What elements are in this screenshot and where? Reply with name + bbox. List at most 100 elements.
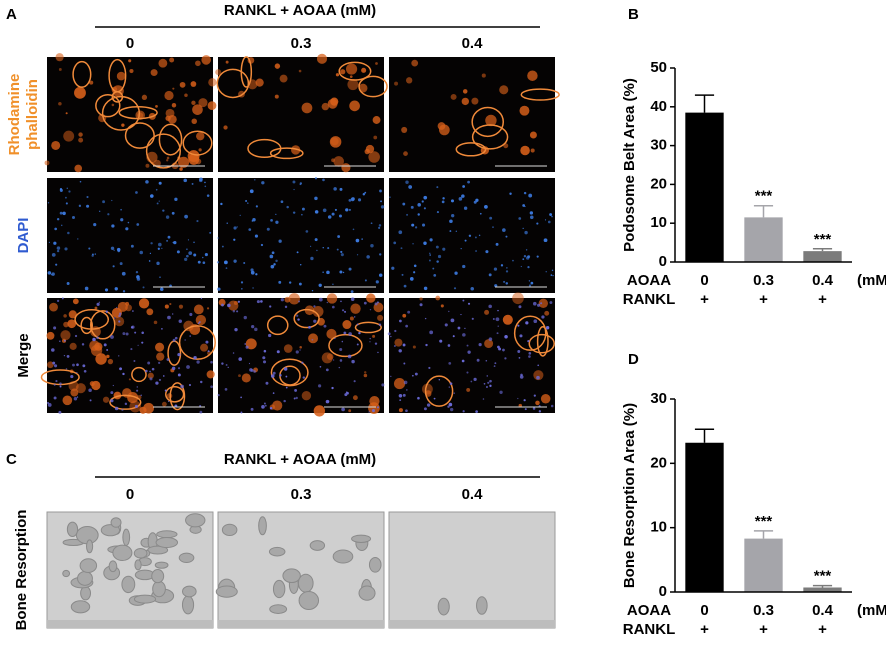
nucleus (410, 205, 414, 209)
actin-spot (529, 131, 537, 139)
nucleus (199, 404, 202, 407)
nucleus (345, 391, 348, 394)
nucleus (333, 187, 337, 191)
actin-ring (328, 333, 363, 358)
nucleus (243, 315, 247, 320)
resorption-pit (112, 544, 133, 562)
nucleus (118, 314, 121, 318)
nucleus (70, 374, 74, 379)
nucleus (376, 406, 379, 409)
nucleus (506, 267, 508, 269)
nucleus (502, 228, 506, 232)
actin-ring (354, 321, 382, 334)
nucleus (361, 238, 363, 240)
micrograph (389, 57, 560, 172)
nucleus (265, 381, 269, 385)
actin-spot (326, 353, 334, 360)
nucleus (262, 360, 267, 364)
actin-spot (70, 388, 79, 397)
nucleus (299, 263, 302, 266)
nucleus (275, 213, 277, 215)
nucleus (461, 194, 465, 198)
actin-spot (155, 342, 165, 352)
nucleus (173, 241, 177, 245)
nucleus (53, 326, 57, 330)
nucleus (374, 342, 378, 345)
actin-spot (78, 132, 83, 137)
nucleus (86, 204, 90, 208)
actin-spot (198, 148, 202, 152)
sem-image (388, 511, 556, 629)
nucleus (327, 215, 332, 219)
actin-spot (184, 93, 188, 97)
nucleus (204, 181, 206, 184)
nucleus (517, 350, 521, 353)
nucleus (178, 319, 183, 323)
nucleus (449, 382, 453, 385)
actin-spot (375, 62, 378, 65)
nucleus (55, 263, 58, 266)
actin-ring (80, 316, 93, 335)
resorption-pit (70, 600, 91, 614)
nucleus (184, 339, 186, 341)
actin-spot (195, 314, 207, 326)
actin-spot (44, 160, 50, 166)
actin-ring (528, 333, 555, 354)
nucleus (193, 253, 197, 257)
nucleus (453, 392, 455, 394)
row-label-line: phalloidin (24, 79, 41, 150)
nucleus (53, 364, 58, 368)
actin-spot (195, 60, 201, 67)
actin-spot (333, 156, 344, 167)
nucleus (380, 200, 382, 203)
nucleus (485, 250, 489, 254)
nucleus (299, 349, 301, 351)
actin-spot (94, 306, 98, 310)
nucleus (104, 288, 109, 292)
actin-ring (158, 123, 183, 156)
actin-spot (485, 114, 497, 127)
nucleus (238, 357, 243, 361)
nucleus (113, 249, 115, 251)
actin-spot (161, 401, 167, 407)
actin-spot (158, 58, 168, 68)
actin-spot (450, 93, 457, 100)
nucleus (449, 219, 453, 224)
nucleus (378, 226, 381, 229)
actin-ring (101, 95, 141, 131)
nucleus (497, 309, 499, 312)
actin-spot (394, 338, 403, 347)
nucleus (364, 191, 367, 194)
actin-spot (193, 304, 204, 315)
nucleus (518, 305, 522, 309)
actin-spot (372, 116, 381, 124)
nucleus (530, 215, 534, 220)
actin-spot (166, 159, 169, 162)
nucleus (103, 343, 107, 347)
actin-spot (411, 59, 419, 67)
nucleus (187, 239, 190, 241)
nucleus (525, 249, 528, 251)
nucleus (217, 287, 221, 291)
resorption-pit (215, 585, 238, 598)
nucleus (116, 307, 118, 309)
nucleus (255, 205, 258, 208)
nucleus (58, 410, 62, 414)
actin-spot (255, 78, 264, 87)
nucleus (478, 234, 481, 237)
nucleus (314, 177, 318, 180)
nucleus (288, 281, 292, 284)
actin-spot (279, 74, 288, 83)
nucleus (338, 366, 341, 369)
nucleus (332, 283, 334, 285)
nucleus (429, 254, 431, 256)
nucleus (549, 301, 553, 305)
rankl-sign: + (759, 621, 768, 638)
actin-spot (169, 302, 172, 306)
nucleus (467, 180, 470, 184)
nucleus (217, 237, 219, 239)
nucleus (302, 376, 306, 379)
nucleus (155, 188, 158, 191)
actin-spot (462, 89, 468, 94)
nucleus (156, 202, 159, 205)
